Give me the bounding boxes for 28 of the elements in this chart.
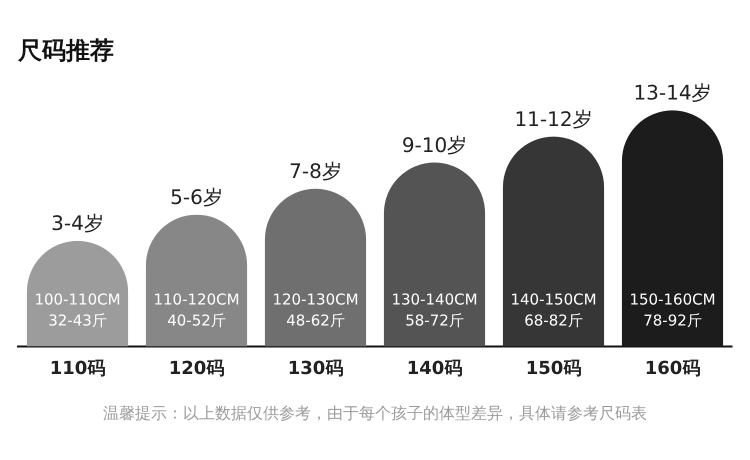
annotation: 150-160CM — [629, 290, 716, 308]
x-tick-label: 160码 — [644, 358, 700, 379]
bar — [384, 162, 486, 346]
annotation: 40-52斤 — [167, 311, 226, 330]
annotation: 100-110CM — [34, 290, 121, 308]
annotation: 110-120CM — [153, 290, 240, 308]
annotation: 11-12岁 — [514, 106, 593, 131]
x-tick-label: 110码 — [50, 358, 106, 379]
chart-title: 尺码推荐 — [17, 36, 114, 65]
annotation: 78-92斤 — [643, 311, 702, 330]
x-tick-label: 120码 — [168, 358, 224, 379]
annotation: 140-150CM — [510, 290, 597, 308]
annotation: 9-10岁 — [402, 132, 468, 157]
annotation: 48-62斤 — [286, 311, 345, 330]
annotation: 68-82斤 — [524, 311, 583, 330]
x-tick-label: 150码 — [526, 358, 582, 379]
annotation: 120-130CM — [272, 290, 359, 308]
annotation: 32-43斤 — [48, 311, 107, 330]
x-tick-label: 140码 — [406, 358, 462, 379]
text: 温馨提示：以上数据仅供参考，由于每个孩子的体型差异，具体请参考尺码表 — [103, 404, 647, 423]
x-tick-label: 130码 — [288, 358, 344, 379]
annotation: 13-14岁 — [633, 80, 712, 105]
annotation: 7-8岁 — [289, 158, 342, 183]
annotation: 130-140CM — [391, 290, 478, 308]
annotation: 3-4岁 — [51, 211, 104, 236]
annotation: 58-72斤 — [405, 311, 464, 330]
annotation: 5-6岁 — [170, 184, 223, 209]
bar — [502, 136, 604, 346]
